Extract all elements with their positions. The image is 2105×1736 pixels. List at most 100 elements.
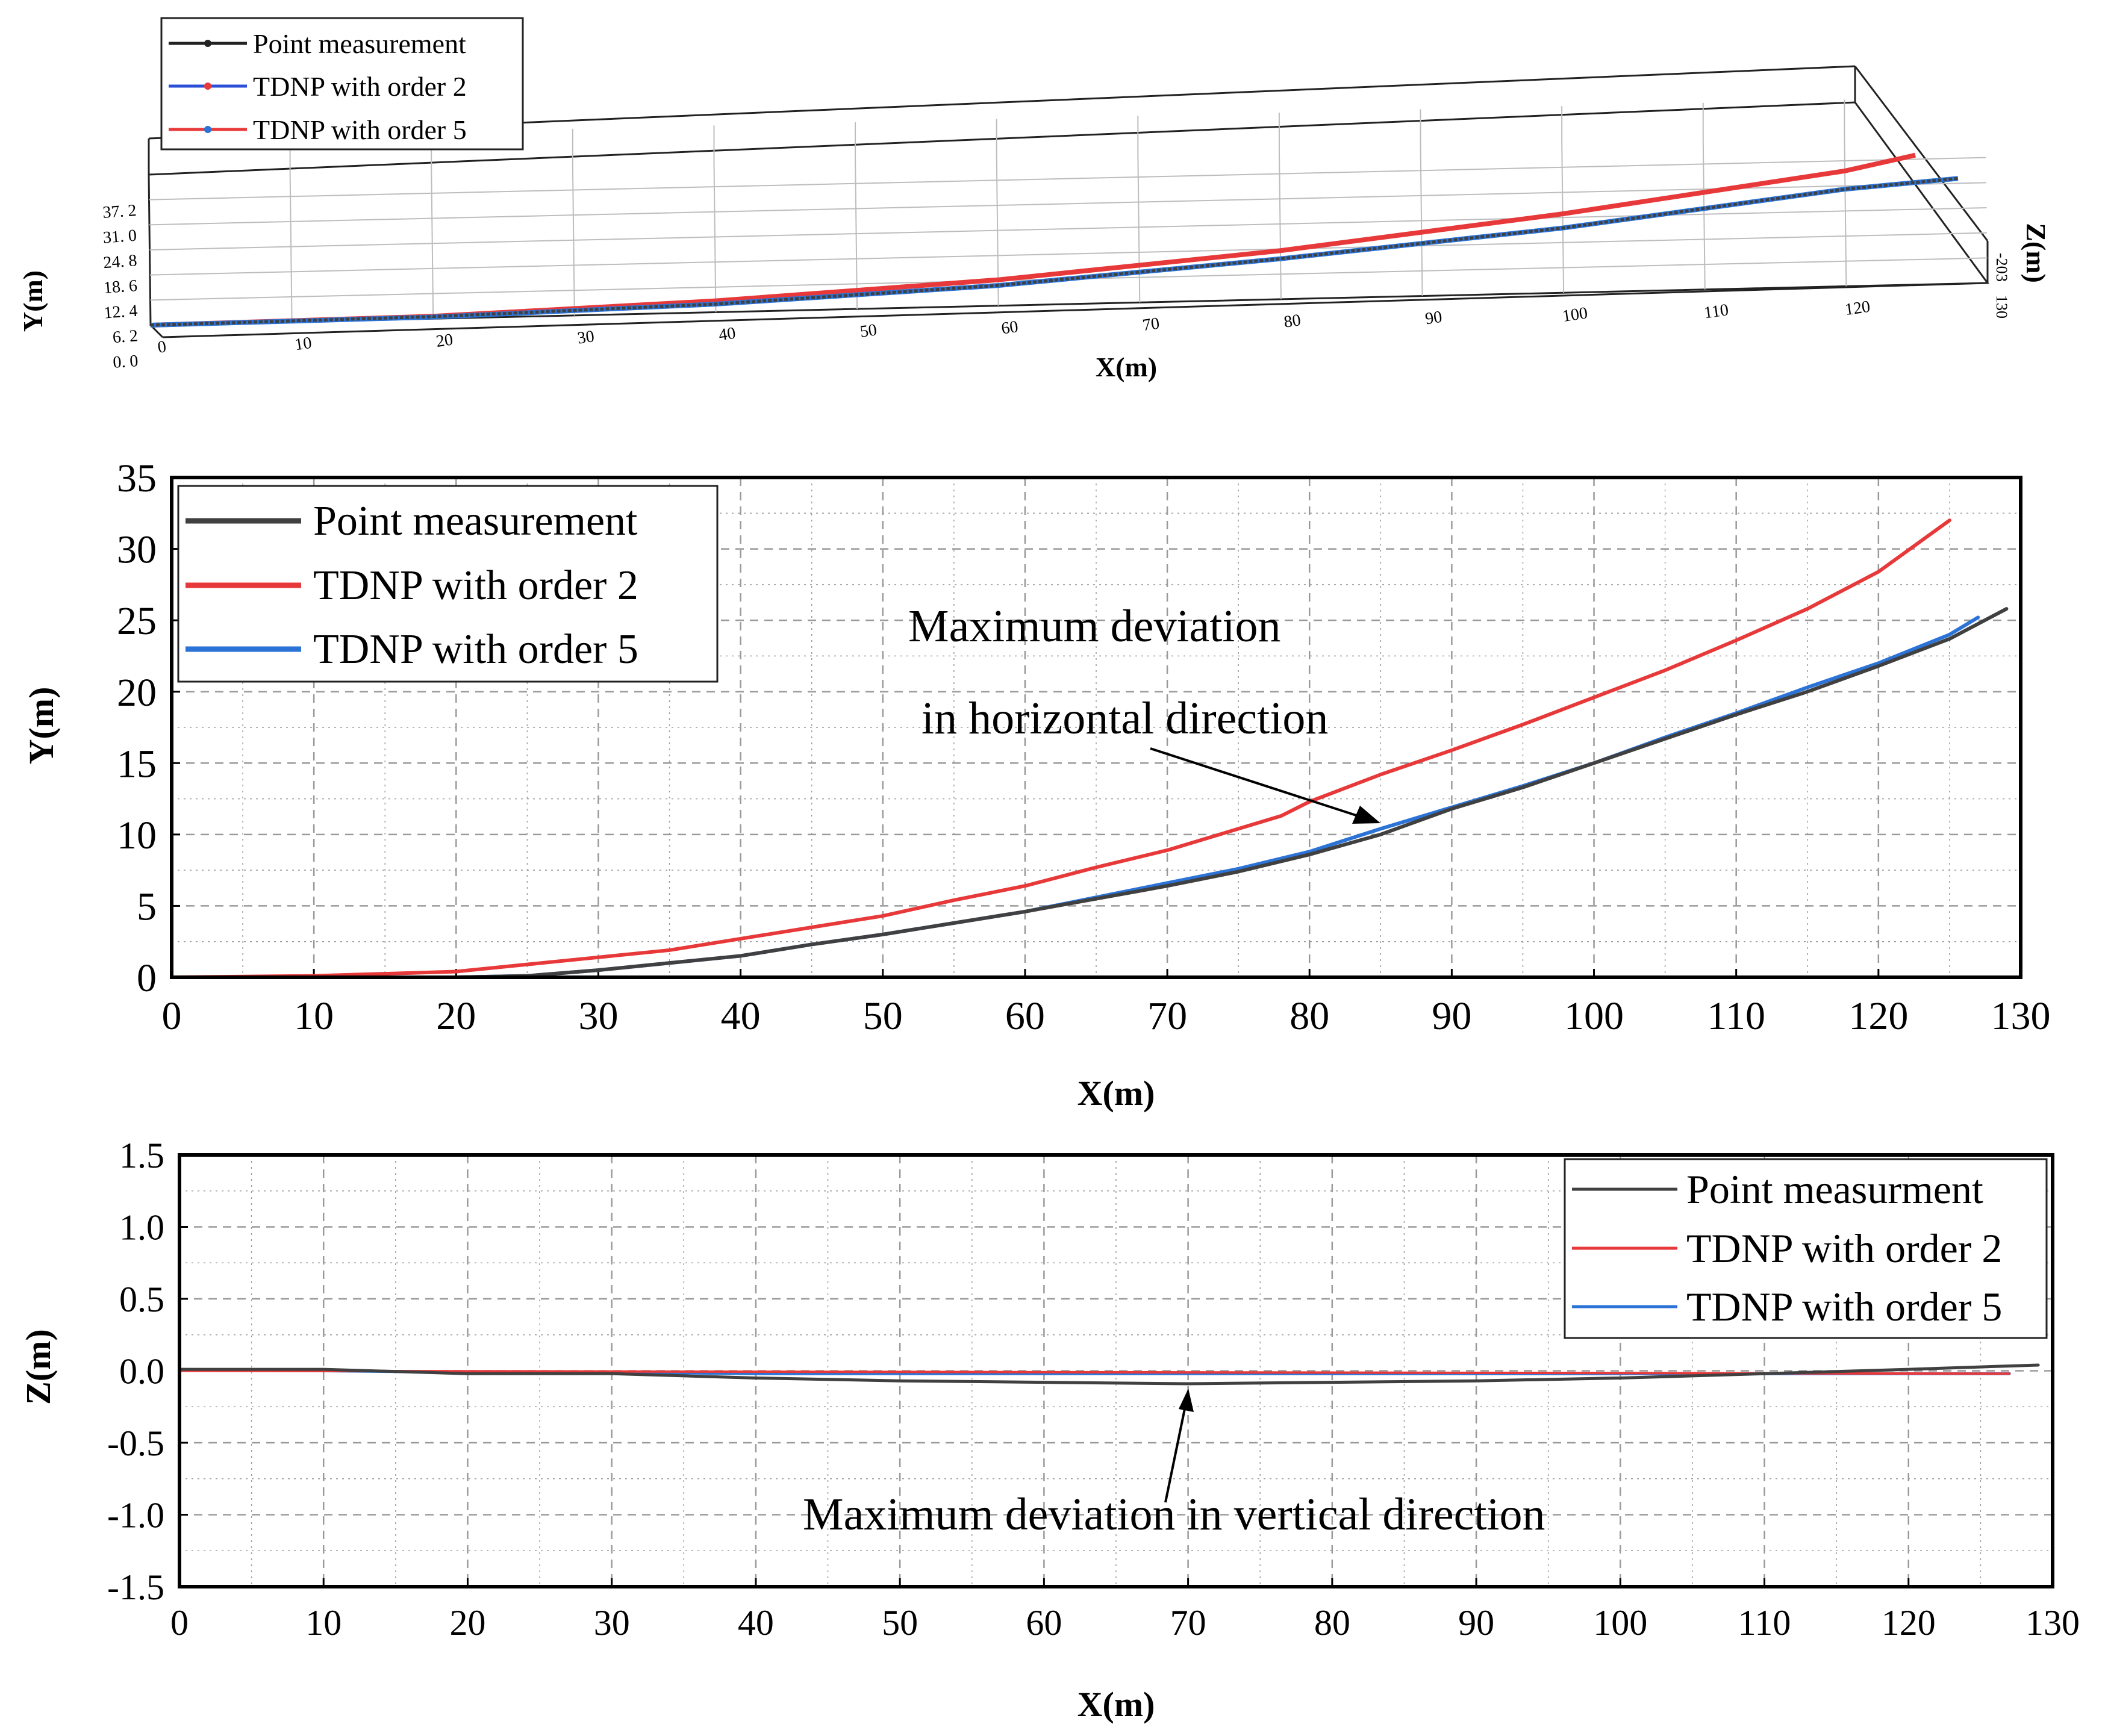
x-tick-label: 10 (305, 1603, 341, 1643)
x-tick-label: 0 (162, 994, 182, 1038)
3d-series-line-order5 (150, 176, 1959, 328)
chart-xy: 0 10 20 30 40 50 60 70 80 90 100 110 120 130 0 5 10 15 20… (22, 456, 2051, 1113)
xy-legend-label-point: Point measurement (313, 498, 638, 544)
x-tick-label: 30 (578, 994, 618, 1038)
x-tick-label: 70 (1147, 994, 1187, 1038)
xy-y-axis-label: Y(m) (22, 687, 61, 765)
y-tick-label: 1.0 (119, 1208, 164, 1248)
xy-legend-label-order5: TDNP with order 5 (313, 626, 638, 673)
series-line-order2 (178, 1369, 2011, 1375)
3d-legend-marker-point (204, 40, 211, 47)
3d-x-tick-label: 110 (1703, 300, 1730, 322)
x-tick-label: 80 (1314, 1603, 1350, 1643)
x-tick-label: 90 (1458, 1603, 1494, 1643)
x-tick-label: 50 (863, 994, 903, 1038)
xy-annotation-arrow (1150, 747, 1380, 824)
xz-series-lines (178, 1363, 2040, 1386)
3d-z-tick-labels: -203 130 (1993, 253, 2010, 319)
x-tick-label: 100 (1593, 1603, 1647, 1643)
3d-x-tick-label: 80 (1283, 311, 1302, 332)
x-tick-label: 60 (1026, 1603, 1062, 1643)
y-tick-label: -1.0 (107, 1496, 164, 1535)
series-line-point (170, 607, 2009, 979)
3d-legend-box (160, 17, 524, 151)
3d-legend-label-order5: TDNP with order 5 (253, 114, 467, 145)
3d-legend-marker-order5 (204, 126, 211, 133)
x-tick-label: 120 (1882, 1603, 1936, 1643)
3d-x-tick-label: 10 (293, 334, 313, 355)
3d-series-lines (150, 152, 1959, 328)
3d-y-tick-label: 18. 6 (103, 276, 138, 297)
x-tick-label: 70 (1170, 1603, 1206, 1643)
3d-x-tick-label: 100 (1561, 303, 1589, 326)
3d-grid-line-y (149, 157, 1986, 201)
x-tick-label: 0 (170, 1603, 189, 1643)
3d-grid-line-y (149, 207, 1987, 250)
series-line-order2 (170, 518, 1951, 979)
y-tick-label: 0 (137, 956, 157, 1000)
3d-legend-label-point: Point measurement (253, 28, 466, 59)
x-tick-label: 40 (738, 1603, 774, 1643)
3d-grid-line-y (149, 232, 1988, 276)
3d-x-tick-label: 70 (1141, 314, 1161, 335)
3d-y-tick-label: 31. 0 (102, 226, 137, 247)
x-tick-label: 20 (449, 1603, 485, 1643)
x-tick-label: 130 (2025, 1603, 2080, 1643)
series-line-point (178, 1363, 2040, 1386)
3d-x-tick-labels: 0 10 20 30 40 50 60 70 80 90 100 110 120 (157, 297, 1871, 357)
3d-x-tick-label: 120 (1844, 297, 1871, 320)
3d-y-tick-label: 12. 4 (103, 302, 138, 323)
x-tick-label: 130 (1991, 994, 2051, 1038)
3d-grid-line-y (149, 182, 1987, 226)
x-tick-label: 50 (882, 1603, 918, 1643)
3d-legend-marker-order2 (204, 82, 211, 90)
xy-annotation-line2: in horizontal direction (922, 693, 1328, 744)
chart-3d: 0 10 20 30 40 50 60 70 80 90 100 110 120 0. 0 6. 2 12.… (17, 17, 2051, 382)
y-tick-label: -1.5 (107, 1567, 164, 1607)
3d-z-tick-label: 130 (1993, 295, 2010, 319)
xy-legend: Point measurement TDNP with order 2 TDNP… (177, 485, 719, 683)
3d-y-tick-label: 0. 0 (112, 352, 139, 372)
x-tick-label: 40 (721, 994, 761, 1038)
x-tick-label: 90 (1432, 994, 1471, 1038)
3d-x-tick-label: 20 (435, 331, 454, 352)
xz-x-axis-label: X(m) (1077, 1685, 1155, 1724)
y-tick-label: 35 (117, 456, 157, 500)
xz-legend: Point measurment TDNP with order 2 TDNP … (1564, 1158, 2048, 1339)
3d-z-axis-label: Z(m) (2021, 223, 2051, 283)
3d-x-tick-label: 60 (1000, 317, 1019, 338)
x-tick-label: 60 (1005, 994, 1045, 1038)
3d-y-tick-label: 37. 2 (102, 201, 137, 222)
y-tick-label: 10 (117, 814, 157, 857)
xy-series-lines (170, 518, 2009, 979)
xz-y-tick-labels: -1.5 -1.0 -0.5 0.0 0.5 1.0 1.5 (107, 1136, 164, 1607)
3d-y-axis-label: Y(m) (17, 270, 48, 332)
xy-annotation-line1: Maximum deviation (908, 601, 1280, 652)
3d-legend-label-order2: TDNP with order 2 (253, 71, 467, 102)
x-tick-label: 20 (436, 994, 476, 1038)
y-tick-label: 0.5 (119, 1280, 164, 1319)
xz-legend-label-point: Point measurment (1686, 1166, 1983, 1212)
x-tick-label: 10 (294, 994, 334, 1038)
3d-legend: Point measurement TDNP with order 2 TDNP… (160, 17, 524, 151)
chart-xz: 0 10 20 30 40 50 60 70 80 90 100 110 120 130 -1.5 -1.0… (19, 1136, 2080, 1724)
3d-z-tick-label: -20 (1993, 253, 2010, 274)
3d-z-tick-label: 3 (1993, 274, 2010, 282)
3d-y-tick-label: 6. 2 (112, 326, 139, 347)
xz-annotation: Maximum deviation in vertical direction (803, 1489, 1545, 1540)
xz-y-axis-label: Z(m) (19, 1329, 58, 1405)
3d-x-tick-label: 0 (157, 337, 167, 357)
3d-series-line-point (150, 176, 1959, 327)
3d-x-tick-label: 40 (717, 324, 737, 345)
y-tick-label: 15 (117, 742, 157, 786)
y-tick-label: 20 (117, 671, 157, 715)
xz-legend-label-order2: TDNP with order 2 (1686, 1225, 2002, 1271)
xz-annotation-arrow (1164, 1389, 1194, 1503)
x-tick-label: 110 (1738, 1603, 1791, 1643)
x-tick-label: 100 (1564, 994, 1624, 1038)
xz-legend-label-order5: TDNP with order 5 (1686, 1284, 2002, 1330)
xz-x-tick-labels: 0 10 20 30 40 50 60 70 80 90 100 110 120 130 (170, 1603, 2080, 1643)
xz-plot-frame (178, 1153, 2054, 1588)
xy-legend-label-order2: TDNP with order 2 (313, 562, 638, 609)
